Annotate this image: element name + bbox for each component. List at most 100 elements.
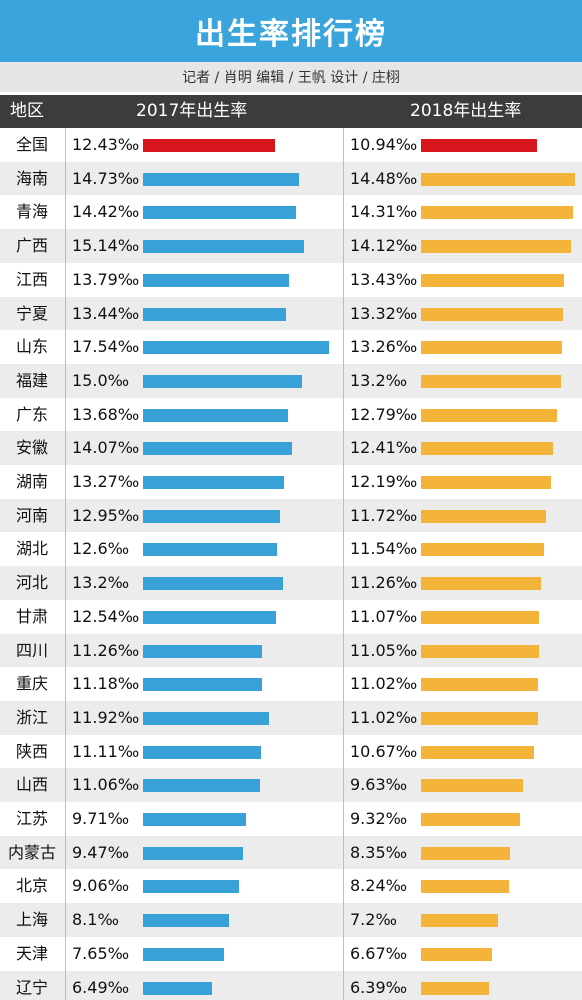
value-label-2017: 11.06‰	[72, 775, 140, 795]
region-name: 上海	[15, 910, 48, 930]
table-row: 湖北 12.6‰ 11.54‰	[0, 532, 582, 566]
bar-2018	[421, 610, 539, 624]
value-label-2018: 8.24‰	[350, 876, 408, 896]
bar-2018	[421, 476, 551, 489]
region-name: 甘肃	[15, 606, 48, 626]
value-label-2018: 14.12‰	[350, 236, 418, 256]
region-name: 山西	[15, 775, 48, 795]
value-label-2017: 12.95‰	[72, 505, 140, 525]
table-row: 江西 13.79‰ 13.43‰	[0, 263, 582, 297]
table-row: 青海 14.42‰ 14.31‰	[0, 195, 582, 229]
bar-2017	[143, 408, 289, 422]
bar-2018	[421, 307, 563, 321]
value-label-2018: 14.31‰	[350, 202, 418, 222]
credits-bar: 记者 / 肖明 编辑 / 王帆 设计 / 庄栩	[0, 62, 582, 92]
title-bar: 出生率排行榜	[0, 0, 582, 62]
bar-2017	[143, 947, 225, 961]
region-name: 天津	[15, 943, 48, 963]
table-row: 全国 12.43‰ 10.94‰	[0, 128, 582, 162]
value-label-2017: 14.07‰	[72, 438, 140, 458]
bar-2018	[421, 678, 539, 692]
bar-2018	[421, 813, 521, 826]
value-label-2017: 11.92‰	[72, 707, 140, 727]
value-label-2018: 13.26‰	[350, 337, 418, 357]
bar-2017	[143, 172, 300, 186]
bar-2018	[421, 442, 553, 456]
bar-2018	[421, 139, 538, 152]
region-name: 广西	[15, 236, 48, 256]
table-row: 北京 9.06‰ 8.24‰	[0, 869, 582, 903]
value-label-2017: 15.0‰	[72, 370, 130, 390]
value-label-2018: 11.72‰	[350, 505, 418, 525]
value-label-2017: 13.68‰	[72, 404, 140, 424]
bar-2018	[421, 880, 509, 894]
value-label-2017: 13.79‰	[72, 269, 140, 289]
table-row: 天津 7.65‰ 6.67‰	[0, 937, 582, 971]
bar-2018	[421, 779, 524, 793]
region-name: 湖北	[15, 539, 48, 559]
region-name: 宁夏	[15, 303, 48, 323]
table-row: 广东 13.68‰ 12.79‰	[0, 398, 582, 432]
bar-2017	[143, 779, 261, 793]
bar-2017	[143, 442, 293, 456]
bar-2017	[143, 543, 277, 557]
table-row: 山西 11.06‰ 9.63‰	[0, 768, 582, 802]
bar-2017	[143, 678, 262, 692]
column-divider	[65, 128, 66, 1000]
bar-2017	[143, 476, 284, 489]
bar-2017	[143, 644, 263, 658]
region-name: 辽宁	[15, 977, 48, 997]
value-label-2017: 11.26‰	[72, 640, 140, 660]
value-label-2018: 12.79‰	[350, 404, 418, 424]
bar-2018	[421, 981, 489, 995]
value-label-2017: 9.06‰	[72, 876, 130, 896]
region-name: 全国	[15, 135, 48, 154]
table-row: 甘肃 12.54‰ 11.07‰	[0, 600, 582, 634]
value-label-2017: 11.18‰	[72, 674, 140, 694]
bar-2017	[143, 206, 296, 220]
bar-2018	[421, 206, 574, 220]
bar-2017	[143, 813, 246, 826]
bar-2018	[421, 273, 564, 287]
table-row: 江苏 9.71‰ 9.32‰	[0, 802, 582, 836]
header-region: 地区	[10, 101, 44, 121]
value-label-2018: 9.32‰	[350, 809, 408, 828]
value-label-2017: 13.27‰	[72, 472, 140, 491]
value-label-2018: 6.39‰	[350, 977, 408, 997]
region-name: 福建	[15, 370, 48, 390]
value-label-2017: 13.44‰	[72, 303, 140, 323]
bar-2018	[421, 914, 498, 928]
region-name: 青海	[15, 202, 48, 222]
bar-2018	[421, 745, 535, 759]
column-divider	[343, 128, 344, 1000]
region-name: 安徽	[15, 438, 48, 458]
bar-2017	[143, 711, 270, 725]
region-name: 内蒙古	[7, 842, 56, 862]
value-label-2018: 11.02‰	[350, 674, 418, 694]
bar-2017	[143, 374, 303, 388]
region-name: 河南	[15, 505, 48, 525]
header-2018: 2018年出生率	[410, 101, 522, 121]
value-label-2018: 13.43‰	[350, 269, 418, 289]
value-label-2017: 6.49‰	[72, 977, 130, 997]
header-2017: 2017年出生率	[136, 101, 248, 121]
region-name: 北京	[15, 876, 48, 896]
bar-2017	[143, 846, 244, 860]
value-label-2017: 13.2‰	[72, 573, 130, 593]
value-label-2017: 15.14‰	[72, 236, 140, 256]
value-label-2018: 11.02‰	[350, 707, 418, 727]
value-label-2018: 14.48‰	[350, 168, 418, 188]
value-label-2018: 10.94‰	[350, 135, 418, 154]
bar-2017	[143, 745, 261, 759]
bar-2017	[143, 240, 304, 254]
value-label-2018: 10.67‰	[350, 741, 418, 761]
table-row: 河北 13.2‰ 11.26‰	[0, 566, 582, 600]
table-header: 地区 2017年出生率 2018年出生率	[0, 95, 582, 128]
bar-2018	[421, 846, 510, 860]
region-name: 陕西	[15, 741, 48, 761]
table-row: 辽宁 6.49‰ 6.39‰	[0, 970, 582, 1000]
value-label-2018: 7.2‰	[350, 910, 397, 930]
table-row: 山东 17.54‰ 13.26‰	[0, 330, 582, 364]
value-label-2017: 14.73‰	[72, 168, 140, 188]
